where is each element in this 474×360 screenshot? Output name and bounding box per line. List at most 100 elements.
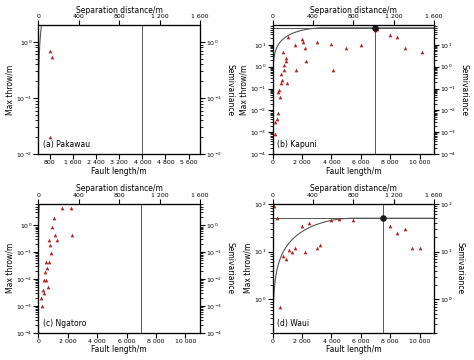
Point	[292, 67, 300, 73]
Point	[146, 159, 154, 165]
Point	[48, 224, 56, 229]
Point	[53, 237, 61, 243]
Y-axis label: Max throw/m: Max throw/m	[240, 64, 249, 115]
Point	[39, 287, 46, 293]
Point	[57, 197, 65, 203]
X-axis label: Fault length/m: Fault length/m	[326, 167, 381, 176]
Point	[44, 284, 52, 290]
Point	[68, 232, 76, 238]
Point	[48, 54, 55, 59]
Point	[184, 170, 192, 176]
Point	[394, 230, 401, 235]
Point	[73, 11, 81, 17]
Point	[283, 55, 290, 61]
X-axis label: Separation distance/m: Separation distance/m	[310, 5, 397, 14]
Point	[335, 217, 343, 222]
Point	[46, 134, 54, 140]
Point	[80, 189, 88, 194]
Point	[95, 197, 102, 203]
Point	[300, 40, 307, 45]
Point	[139, 159, 146, 165]
Point	[275, 87, 283, 93]
Point	[278, 71, 285, 77]
X-axis label: Fault length/m: Fault length/m	[326, 346, 381, 355]
Point	[40, 290, 48, 296]
Point	[350, 217, 357, 223]
Point	[313, 245, 320, 251]
Point	[130, 158, 138, 164]
Point	[276, 94, 283, 100]
Point	[401, 226, 409, 232]
Point	[288, 249, 295, 255]
Point	[279, 253, 287, 259]
Point	[43, 278, 50, 283]
X-axis label: Fault length/m: Fault length/m	[91, 346, 147, 355]
Y-axis label: Max throw/m: Max throw/m	[6, 64, 15, 115]
Point	[379, 215, 387, 221]
Point	[342, 45, 350, 51]
Point	[291, 42, 298, 48]
Point	[302, 58, 310, 64]
Point	[305, 220, 313, 226]
Point	[277, 80, 284, 86]
Point	[46, 242, 54, 248]
Point	[93, 162, 101, 167]
Text: (c) Ngatoro: (c) Ngatoro	[43, 319, 87, 328]
Point	[285, 247, 292, 252]
Point	[282, 58, 290, 64]
Text: (d) Waui: (d) Waui	[277, 319, 310, 328]
Point	[44, 265, 51, 271]
Point	[161, 162, 169, 167]
Point	[109, 189, 117, 194]
Point	[291, 245, 298, 251]
Point	[42, 258, 49, 264]
Point	[372, 27, 379, 33]
Text: (b) Kapuni: (b) Kapuni	[277, 140, 317, 149]
Point	[65, 193, 73, 198]
Point	[108, 162, 116, 167]
Point	[79, 178, 86, 184]
Point	[123, 162, 130, 167]
Point	[328, 41, 335, 47]
Point	[372, 25, 379, 31]
Y-axis label: Max throw/m: Max throw/m	[6, 243, 15, 293]
Point	[67, 205, 74, 211]
Point	[274, 110, 282, 116]
Point	[357, 42, 365, 48]
Point	[394, 35, 401, 40]
Point	[47, 48, 55, 54]
Y-axis label: Max throw/m: Max throw/m	[244, 243, 253, 293]
Point	[137, 158, 145, 164]
Point	[64, 184, 72, 189]
Point	[273, 116, 281, 122]
Point	[280, 62, 287, 68]
Point	[47, 251, 55, 256]
Point	[298, 36, 306, 42]
Point	[301, 45, 309, 51]
Point	[271, 131, 279, 137]
Point	[379, 215, 387, 221]
Point	[276, 304, 283, 310]
Point	[269, 151, 277, 157]
Y-axis label: Semivariance: Semivariance	[456, 242, 465, 294]
Point	[401, 45, 409, 51]
Point	[38, 303, 46, 309]
Point	[301, 249, 309, 255]
X-axis label: Separation distance/m: Separation distance/m	[76, 184, 163, 193]
Point	[316, 242, 323, 247]
Point	[329, 67, 337, 73]
Point	[168, 165, 176, 171]
Point	[37, 295, 45, 301]
Point	[270, 203, 278, 209]
Point	[58, 205, 66, 211]
X-axis label: Separation distance/m: Separation distance/m	[76, 5, 163, 14]
Point	[419, 50, 426, 55]
Y-axis label: Semivariance: Semivariance	[459, 64, 468, 116]
Point	[46, 237, 53, 243]
Point	[386, 223, 394, 229]
Point	[386, 32, 394, 38]
Point	[40, 278, 47, 283]
Text: (a) Pakawau: (a) Pakawau	[43, 140, 91, 149]
X-axis label: Fault length/m: Fault length/m	[91, 167, 147, 176]
Point	[298, 223, 306, 229]
